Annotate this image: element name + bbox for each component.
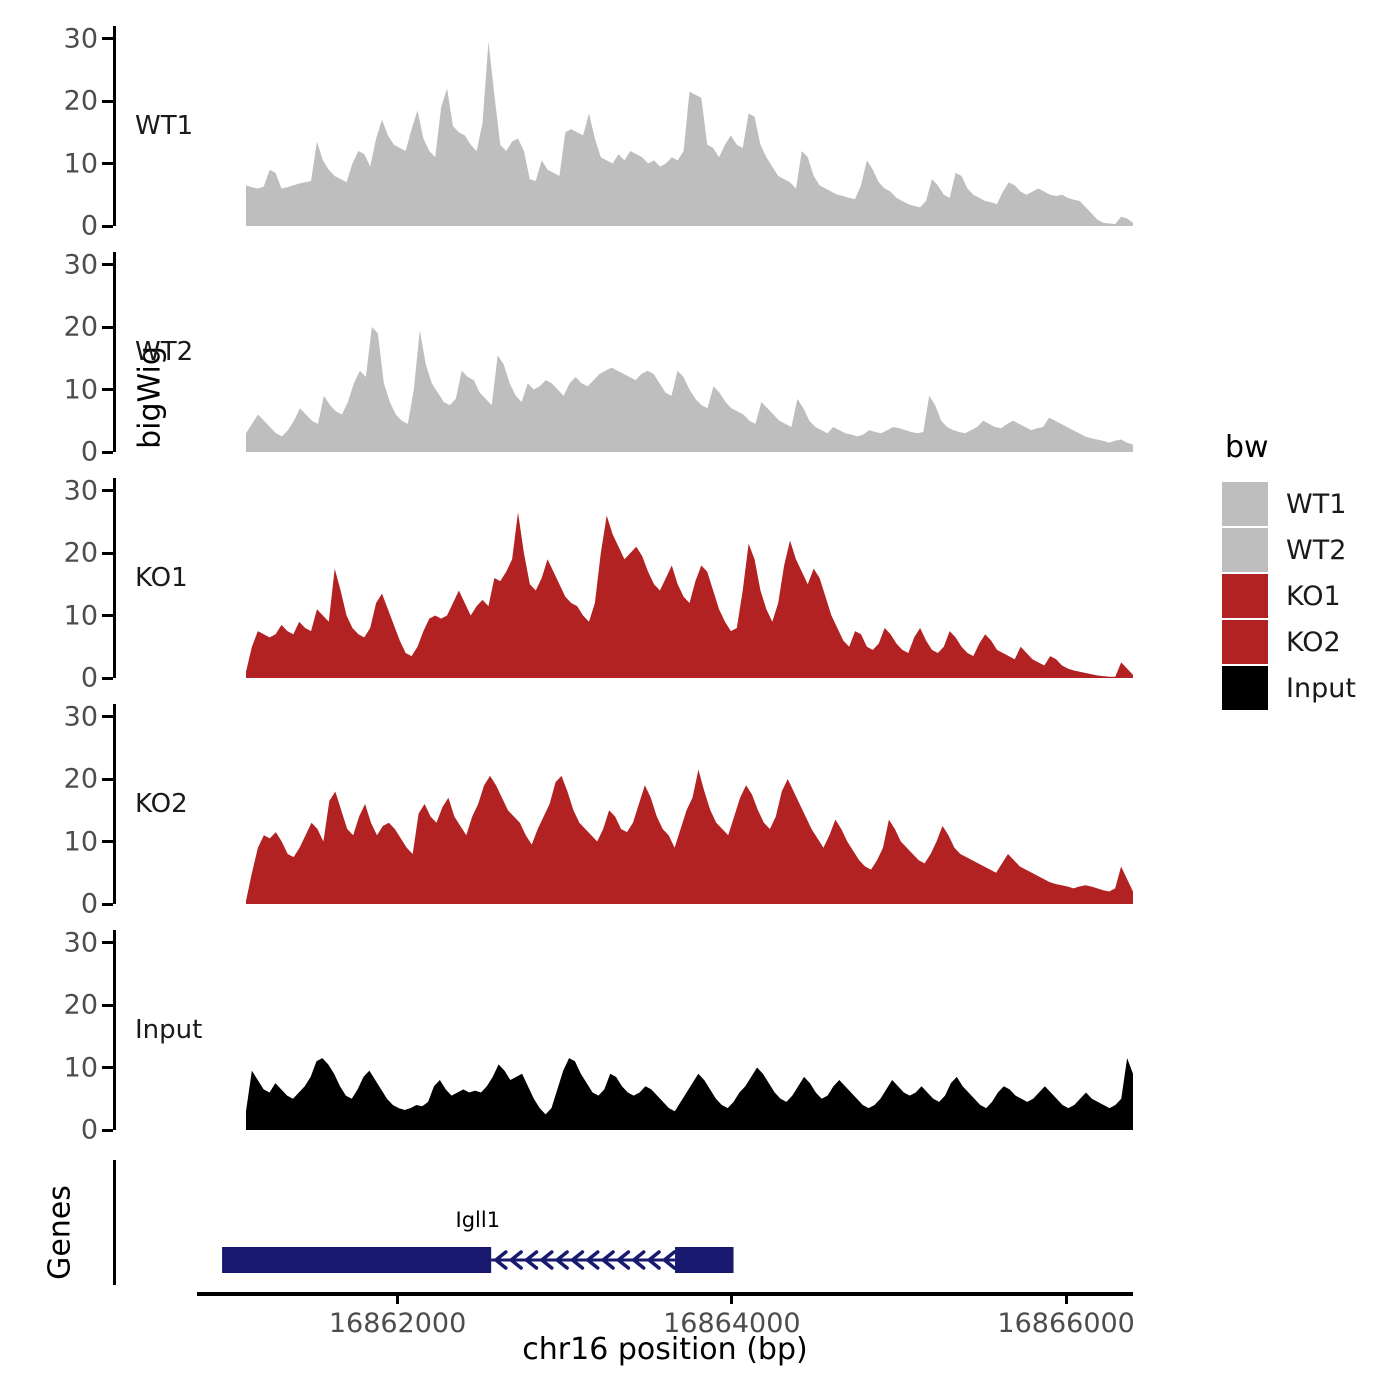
y-tick-label: 30 — [63, 475, 98, 506]
y-axis-line — [113, 478, 116, 678]
y-tick — [102, 263, 113, 266]
legend-label: Input — [1286, 672, 1356, 704]
y-tick — [102, 1066, 113, 1069]
legend-item-wt1[interactable]: WT1 — [1222, 481, 1356, 527]
y-tick — [102, 37, 113, 40]
x-tick — [730, 1292, 734, 1304]
y-tick-label: 30 — [63, 249, 98, 280]
y-tick — [102, 325, 113, 329]
legend-swatch — [1222, 620, 1268, 664]
y-axis-line — [113, 252, 116, 452]
y-tick-label: 20 — [63, 85, 98, 117]
legend-swatch — [1222, 666, 1268, 710]
y-axis-line — [113, 704, 116, 904]
gene-model[interactable] — [113, 1160, 1133, 1289]
track-plot-area — [116, 26, 1133, 226]
track-plot-area — [116, 704, 1133, 904]
genes-panel: Igll1 — [113, 1160, 1133, 1285]
y-tick-label: 30 — [63, 927, 98, 958]
track-plot-area — [116, 930, 1133, 1130]
y-tick — [102, 941, 113, 944]
y-tick-label: 30 — [63, 23, 98, 54]
legend-item-input[interactable]: Input — [1222, 665, 1356, 711]
x-tick-label: 16864000 — [663, 1308, 801, 1339]
y-tick — [102, 99, 113, 103]
x-tick — [1064, 1292, 1068, 1304]
y-tick-label: 10 — [63, 148, 98, 179]
track-plot-area — [116, 478, 1133, 678]
x-axis-title: chr16 position (bp) — [522, 1332, 808, 1367]
y-tick-label: 0 — [80, 210, 98, 242]
y-axis-line — [113, 26, 116, 226]
y-tick-label: 30 — [63, 701, 98, 732]
y-tick — [102, 1003, 113, 1007]
track-panel-ko1: 0 10 20 30 KO1 — [64, 477, 1133, 692]
y-tick — [102, 777, 113, 781]
track-strip-label-wt2: WT2 — [135, 337, 194, 367]
legend-swatch — [1222, 528, 1268, 572]
y-tick — [102, 902, 113, 906]
x-tick-label: 16862000 — [328, 1308, 467, 1339]
y-tick-label: 0 — [80, 662, 98, 694]
legend-swatch — [1222, 482, 1268, 526]
track-strip-label-input: Input — [135, 1015, 203, 1045]
legend-label: WT1 — [1286, 488, 1347, 520]
x-tick — [396, 1292, 400, 1304]
track-panel-wt2: 0 10 20 30 WT2 — [64, 251, 1133, 466]
y-tick-label: 20 — [63, 763, 98, 795]
track-strip-label-wt1: WT1 — [135, 111, 194, 141]
legend-item-ko1[interactable]: KO1 — [1222, 573, 1356, 619]
track-panel-input: 0 10 20 30 Input — [64, 929, 1133, 1144]
y-tick-label: 0 — [80, 888, 98, 920]
y-tick — [102, 551, 113, 555]
y-tick — [102, 162, 113, 165]
x-tick-label: 16866000 — [997, 1308, 1135, 1339]
legend-swatch — [1222, 574, 1268, 618]
track-strip-label-ko2: KO2 — [135, 789, 188, 819]
gene-name-label: Igll1 — [455, 1208, 501, 1232]
y-tick-label: 10 — [63, 600, 98, 631]
legend-label: KO1 — [1286, 580, 1341, 612]
y-tick-label: 0 — [80, 436, 98, 468]
track-plot-area — [116, 252, 1133, 452]
y-tick — [102, 489, 113, 492]
legend-items: WT1 WT2 KO1 KO2 Input — [1222, 481, 1356, 711]
legend-item-ko2[interactable]: KO2 — [1222, 619, 1356, 665]
y-tick-label: 20 — [63, 537, 98, 569]
legend: bw WT1 WT2 KO1 KO2 Input — [1222, 430, 1356, 711]
x-axis-line — [197, 1292, 1133, 1296]
y-axis-line — [113, 930, 116, 1130]
y-tick-label: 20 — [63, 989, 98, 1021]
y-tick-label: 0 — [80, 1114, 98, 1146]
legend-item-wt2[interactable]: WT2 — [1222, 527, 1356, 573]
y-tick — [102, 676, 113, 680]
genes-axis-line — [113, 1160, 116, 1285]
y-tick — [102, 614, 113, 617]
track-panel-ko2: 0 10 20 30 KO2 — [64, 703, 1133, 918]
y-tick-label: 10 — [63, 374, 98, 405]
y-tick — [102, 1128, 113, 1132]
legend-label: KO2 — [1286, 626, 1341, 658]
y-tick — [102, 715, 113, 718]
y-tick-label: 10 — [63, 1052, 98, 1083]
y-tick — [102, 840, 113, 843]
y-tick-label: 20 — [63, 311, 98, 343]
genes-axis-title: Genes — [42, 1185, 78, 1280]
track-panel-wt1: 0 10 20 30 WT1 — [64, 25, 1133, 240]
y-tick — [102, 450, 113, 454]
y-tick — [102, 388, 113, 391]
track-strip-label-ko1: KO1 — [135, 563, 188, 593]
y-tick — [102, 224, 113, 228]
y-tick-label: 10 — [63, 826, 98, 857]
legend-label: WT2 — [1286, 534, 1347, 566]
legend-title: bw — [1225, 430, 1269, 465]
